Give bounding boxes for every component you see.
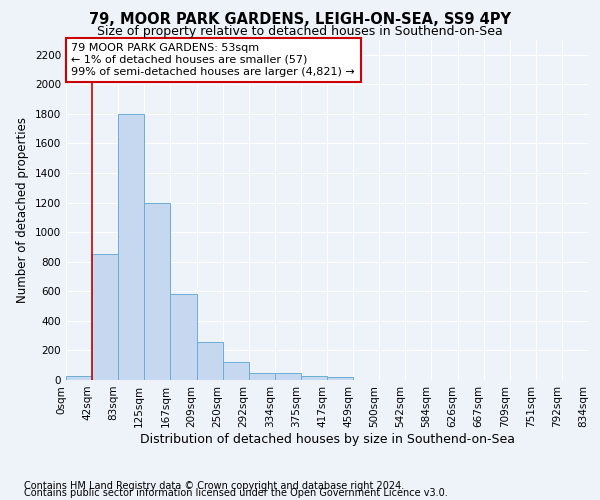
Y-axis label: Number of detached properties: Number of detached properties (16, 117, 29, 303)
Text: Contains public sector information licensed under the Open Government Licence v3: Contains public sector information licen… (24, 488, 448, 498)
X-axis label: Distribution of detached houses by size in Southend-on-Sea: Distribution of detached houses by size … (139, 432, 515, 446)
Bar (66, 376, 92, 380)
Bar (301, 376, 327, 380)
Text: 79, MOOR PARK GARDENS, LEIGH-ON-SEA, SS9 4PY: 79, MOOR PARK GARDENS, LEIGH-ON-SEA, SS9… (89, 12, 511, 28)
Bar (275, 374, 301, 380)
Bar (92, 254, 118, 380)
Bar (327, 378, 353, 380)
Text: Size of property relative to detached houses in Southend-on-Sea: Size of property relative to detached ho… (97, 25, 503, 38)
Bar (197, 342, 223, 380)
Bar (170, 294, 197, 380)
Bar (249, 374, 275, 380)
Text: 79 MOOR PARK GARDENS: 53sqm
← 1% of detached houses are smaller (57)
99% of semi: 79 MOOR PARK GARDENS: 53sqm ← 1% of deta… (71, 44, 355, 76)
Bar (223, 362, 249, 380)
Bar (145, 202, 170, 380)
Bar (118, 114, 145, 380)
Text: Contains HM Land Registry data © Crown copyright and database right 2024.: Contains HM Land Registry data © Crown c… (24, 481, 404, 491)
